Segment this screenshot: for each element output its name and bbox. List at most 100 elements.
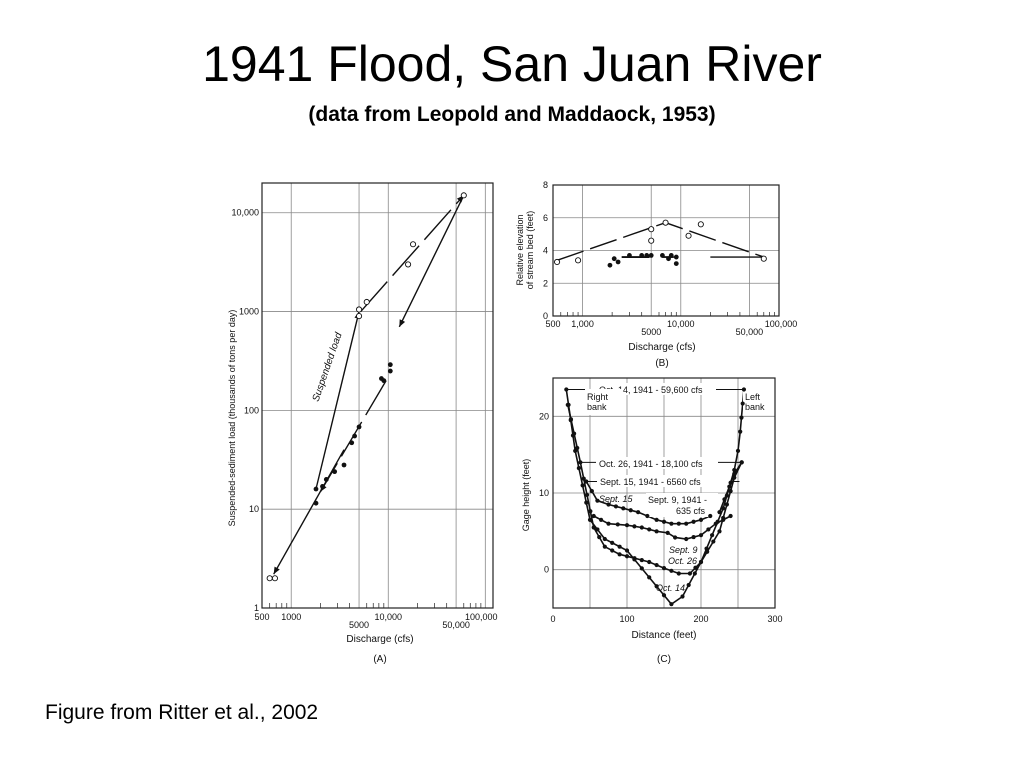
panel-a-ytick-label: 1 (254, 603, 259, 613)
panel-c-point (693, 565, 698, 570)
panel-a-open-point (271, 575, 279, 582)
panel-b-filled-point (627, 253, 632, 258)
panel-b-ytick-label: 0 (543, 311, 548, 321)
panel-c-ytick-label: 10 (539, 488, 549, 498)
panel-c-point (628, 508, 633, 513)
panel-c-point (717, 510, 722, 515)
panel-c-point (571, 431, 577, 436)
panel-b-xtick-label: 10,000 (667, 319, 695, 329)
panel-a-loop-lines (273, 194, 465, 575)
panel-c-point (708, 513, 713, 519)
panel-b-ticks: 500 1,000 10,000 100,000 5000 50,000 0 2 4 6 8 (543, 180, 797, 337)
panel-c-point (704, 546, 709, 551)
panel-c-point (680, 594, 685, 599)
panel-c-point (687, 571, 693, 576)
panel-a-filled-point (313, 486, 319, 492)
panel-b-filled-point (673, 254, 679, 260)
panel-c-ylabel: Gage height (feet) (521, 459, 531, 532)
panel-c-point (606, 521, 611, 526)
panel-a-filled-point (387, 362, 393, 368)
panel-c-point (722, 497, 727, 502)
panel-a-xtick-label: 10,000 (374, 612, 402, 622)
panel-c-point (705, 549, 710, 554)
panel-a-ticks: 500 1000 10,000 100,000 5000 50,000 1 10 100 1000… (231, 208, 497, 630)
panel-a-xtick-label: 500 (254, 612, 269, 622)
panel-a-filled-point (332, 469, 338, 475)
panel-c-point (647, 575, 652, 580)
panel-b-filled-point (668, 253, 674, 258)
panel-c-ytick-label: 0 (544, 565, 549, 575)
panel-a-arrowhead (273, 566, 280, 575)
panel-a-ylabel: Suspended-sediment load (thousands of to… (227, 310, 237, 527)
panel-b-filled-point (644, 253, 650, 258)
panel-a-panel-label: (A) (373, 654, 386, 665)
panel-c-xlabel: Distance (feet) (631, 630, 696, 641)
panel-b-xtick-label: 1,000 (571, 319, 594, 329)
panel-a-arrow-line (360, 194, 465, 313)
panel-a-filled-point (323, 477, 329, 482)
panel-b-filled-point (648, 253, 654, 258)
panel-a-ytick-label: 10 (249, 504, 259, 514)
panel-c-point (654, 562, 659, 568)
slide-title: 1941 Flood, San Juan River (202, 36, 822, 92)
panel-b-open-point (648, 237, 655, 244)
panel-c-xtick-label: 300 (767, 614, 782, 624)
panel-b-open-point (685, 232, 692, 239)
panel-a-filled-point (313, 500, 319, 506)
panel-a-filled-point (341, 462, 347, 468)
panel-b-ytick-label: 8 (543, 180, 548, 190)
panel-a-filled-point (356, 424, 362, 430)
panel-c-point (587, 517, 593, 522)
panel-c-point (584, 479, 589, 484)
panel-c-point (632, 524, 637, 529)
panel-b-filled-point (639, 253, 645, 258)
panel-c-point (676, 521, 681, 526)
slide-subtitle: (data from Leopold and Maddaock, 1953) (308, 103, 716, 126)
panel-c-point (728, 513, 733, 519)
panel-c-point (581, 476, 586, 481)
panel-c-ticks: 0 100 200 300 0 10 20 (539, 411, 783, 624)
panel-c-point (738, 429, 743, 434)
panel-c-point (615, 522, 620, 527)
panel-c-point (732, 471, 737, 476)
panel-b-open-point (662, 219, 669, 226)
panel-b-filled-point (607, 262, 613, 268)
left-bank-label: Left bank (745, 392, 765, 412)
panel-a-open-point (356, 306, 363, 313)
oct14-bed-label: Oct. 14 (656, 583, 685, 593)
panel-c-point (597, 534, 602, 540)
panel-c-point (624, 554, 630, 559)
oct14-flow-label: Oct. 14, 1941 - 59,600 cfs (599, 385, 703, 395)
panel-c-point (645, 513, 650, 519)
panel-c-point (692, 571, 697, 576)
panel-b-ytick-label: 2 (543, 278, 548, 288)
panel-c-point (578, 460, 583, 465)
panel-a-arrow-line (273, 449, 345, 575)
panel-b-open-point (575, 257, 582, 264)
panel-b-ytick-label: 6 (543, 213, 548, 223)
panel-c-point (711, 539, 716, 544)
panel-c-xtick-label: 0 (550, 614, 555, 624)
panel-c-point (564, 387, 569, 392)
panel-c-xtick-label: 100 (619, 614, 634, 624)
panel-c-point (606, 502, 611, 507)
panel-a-open-point (356, 313, 363, 320)
panel-c-point (724, 502, 730, 507)
panel-c-point (617, 544, 622, 549)
panel-a-xtick-label: 100,000 (465, 612, 498, 622)
panel-c-point (602, 544, 607, 549)
panel-a-grid (262, 183, 493, 608)
panel-b-open-point (648, 226, 655, 233)
panel-c-point (595, 527, 600, 532)
panel-b-frame (552, 184, 780, 317)
panel-b-xtick-label: 100,000 (765, 319, 798, 329)
panel-c-point (721, 506, 726, 511)
panel-c-point (565, 402, 570, 407)
panel-c-point (636, 510, 641, 515)
panel-c-point (684, 536, 689, 542)
sept9-flow-label: Sept. 9, 1941 -635 cfs (648, 495, 707, 516)
panel-c-point (639, 525, 644, 530)
sept15-bed-label: Sept. 15 (599, 494, 634, 504)
panel-c-point (654, 529, 659, 534)
